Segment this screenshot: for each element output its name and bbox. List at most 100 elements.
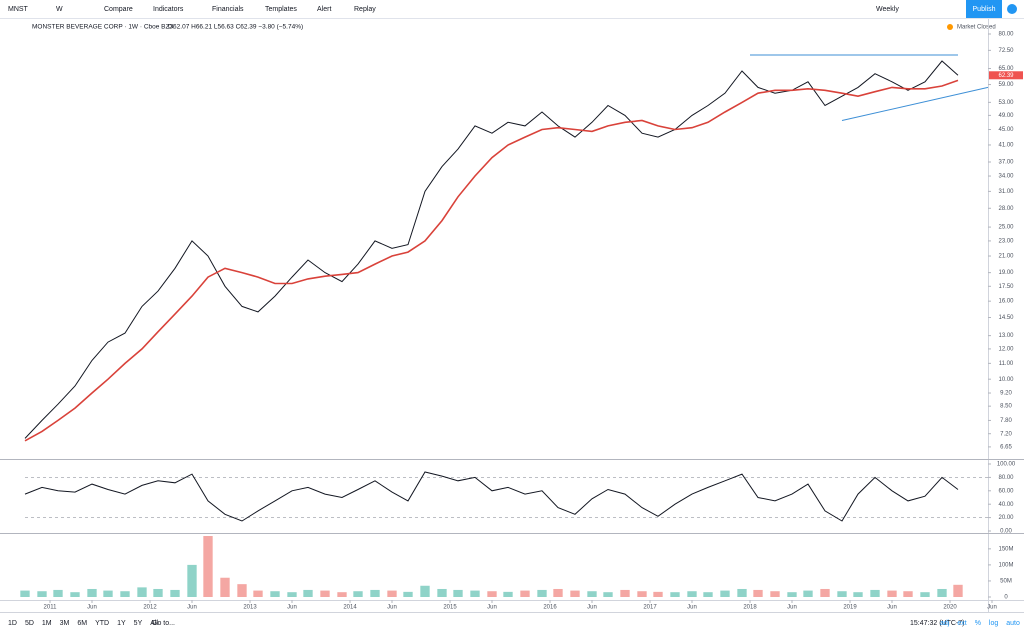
x-tick-label: 2020	[943, 605, 957, 611]
y-tick-label: 7.80	[1000, 418, 1012, 424]
volume-bar	[720, 590, 730, 597]
goto[interactable]: Go to...	[152, 620, 175, 627]
volume-bar	[437, 588, 447, 597]
clock: 15:47:32 (UTC-7)	[910, 620, 964, 627]
volume-bar	[753, 589, 763, 597]
range-button[interactable]: 1M	[42, 620, 52, 627]
range-button[interactable]: 1D	[8, 620, 17, 627]
legend-title: MONSTER BEVERAGE CORP · 1W · Cboe BZX	[32, 24, 174, 31]
y-tick-label: 0	[1004, 595, 1008, 601]
x-tick-label: 2019	[843, 605, 857, 611]
range-button[interactable]: 5D	[25, 620, 34, 627]
volume-bar	[53, 589, 63, 597]
volume-bar	[70, 592, 80, 597]
x-tick-label: Jun	[87, 605, 97, 611]
axis-option[interactable]: adj	[940, 620, 950, 627]
top-toolbar	[0, 0, 1024, 18]
axis-option[interactable]: auto	[1006, 620, 1020, 627]
x-tick-label: 2011	[44, 605, 58, 611]
volume-bar	[603, 592, 613, 597]
volume-bar	[803, 590, 813, 597]
x-tick-label: Jun	[587, 605, 597, 611]
volume-bar	[120, 591, 130, 597]
y-tick-label: 65.00	[998, 66, 1014, 72]
tool[interactable]: Alert	[317, 6, 331, 13]
publish-button[interactable]	[966, 0, 1002, 18]
volume-bar	[253, 590, 263, 597]
y-tick-label: 37.00	[998, 160, 1014, 166]
volume-bar	[737, 588, 747, 597]
series-line	[24, 60, 959, 439]
volume-bar	[270, 591, 280, 597]
legend-ohlc: O62.07 H66.21 L56.63 C62.39 −3.80 (−5.74…	[168, 24, 303, 31]
y-tick-label: 0.00	[1000, 529, 1012, 535]
volume-bar	[503, 591, 513, 597]
volume-bar	[487, 591, 497, 597]
volume-bar	[87, 588, 97, 597]
tool[interactable]: Replay	[354, 6, 376, 13]
interval[interactable]: W	[56, 6, 63, 13]
volume-bar	[953, 584, 963, 597]
tool[interactable]: Templates	[265, 6, 297, 13]
volume-bar	[837, 591, 847, 597]
y-tick-label: 31.00	[998, 189, 1014, 195]
series-line	[24, 79, 959, 442]
range[interactable]: Weekly	[876, 6, 899, 13]
y-tick-label: 17.50	[998, 284, 1014, 290]
x-tick-label: 2013	[243, 605, 257, 611]
last-price-box	[989, 71, 1023, 80]
last-price-label: 62.39	[998, 73, 1014, 79]
y-tick-label: 12.00	[998, 346, 1014, 352]
y-tick-label: 13.00	[998, 333, 1014, 339]
axis-option[interactable]: log	[989, 620, 998, 627]
volume-bar	[203, 536, 213, 597]
axis-option[interactable]: ext	[957, 620, 966, 627]
tool[interactable]: Financials	[212, 6, 244, 13]
volume-bar	[353, 591, 363, 597]
range-button[interactable]: 6M	[77, 620, 87, 627]
range-button[interactable]: YTD	[95, 620, 109, 627]
trendline	[841, 86, 989, 122]
volume-bar	[653, 591, 663, 597]
volume-bar	[287, 592, 297, 597]
volume-bar	[520, 590, 530, 597]
volume-bar	[937, 588, 947, 597]
y-tick-label: 80.00	[998, 32, 1014, 38]
axis-option[interactable]: %	[975, 620, 981, 627]
x-tick-label: Jun	[287, 605, 297, 611]
volume-bar	[903, 591, 913, 597]
range-button[interactable]: All	[150, 620, 158, 627]
y-tick-label: 6.65	[1000, 444, 1012, 450]
x-tick-label: Jun	[687, 605, 697, 611]
x-tick-label: 2016	[543, 605, 557, 611]
y-tick-label: 49.00	[998, 113, 1014, 119]
volume-bar	[887, 590, 897, 597]
publish-label[interactable]: Publish	[973, 6, 996, 13]
x-tick-label: 2012	[143, 605, 157, 611]
y-tick-label: 59.00	[998, 82, 1014, 88]
volume-bar	[187, 564, 197, 597]
x-tick-label: 2014	[343, 605, 357, 611]
range-button[interactable]: 3M	[60, 620, 70, 627]
symbol[interactable]: MNST	[8, 6, 29, 13]
tool[interactable]: Indicators	[153, 6, 184, 13]
y-tick-label: 14.50	[998, 315, 1014, 321]
y-tick-label: 25.00	[998, 225, 1014, 231]
y-tick-label: 34.00	[998, 174, 1014, 180]
status: Market Closed	[957, 25, 996, 31]
volume-bar	[637, 591, 647, 597]
volume-bar	[820, 588, 830, 597]
volume-bar	[387, 590, 397, 597]
y-tick-label: 40.00	[998, 502, 1014, 508]
y-tick-label: 9.20	[1000, 391, 1012, 397]
range-button[interactable]: 5Y	[134, 620, 143, 627]
volume-bar	[103, 590, 113, 597]
y-tick-label: 19.00	[998, 270, 1014, 276]
range-button[interactable]: 1Y	[117, 620, 126, 627]
play-button[interactable]	[1007, 4, 1017, 14]
volume-bar	[37, 591, 47, 597]
tool[interactable]: Compare	[104, 6, 133, 13]
volume-bar	[920, 592, 930, 597]
x-tick-label: 2018	[743, 605, 757, 611]
